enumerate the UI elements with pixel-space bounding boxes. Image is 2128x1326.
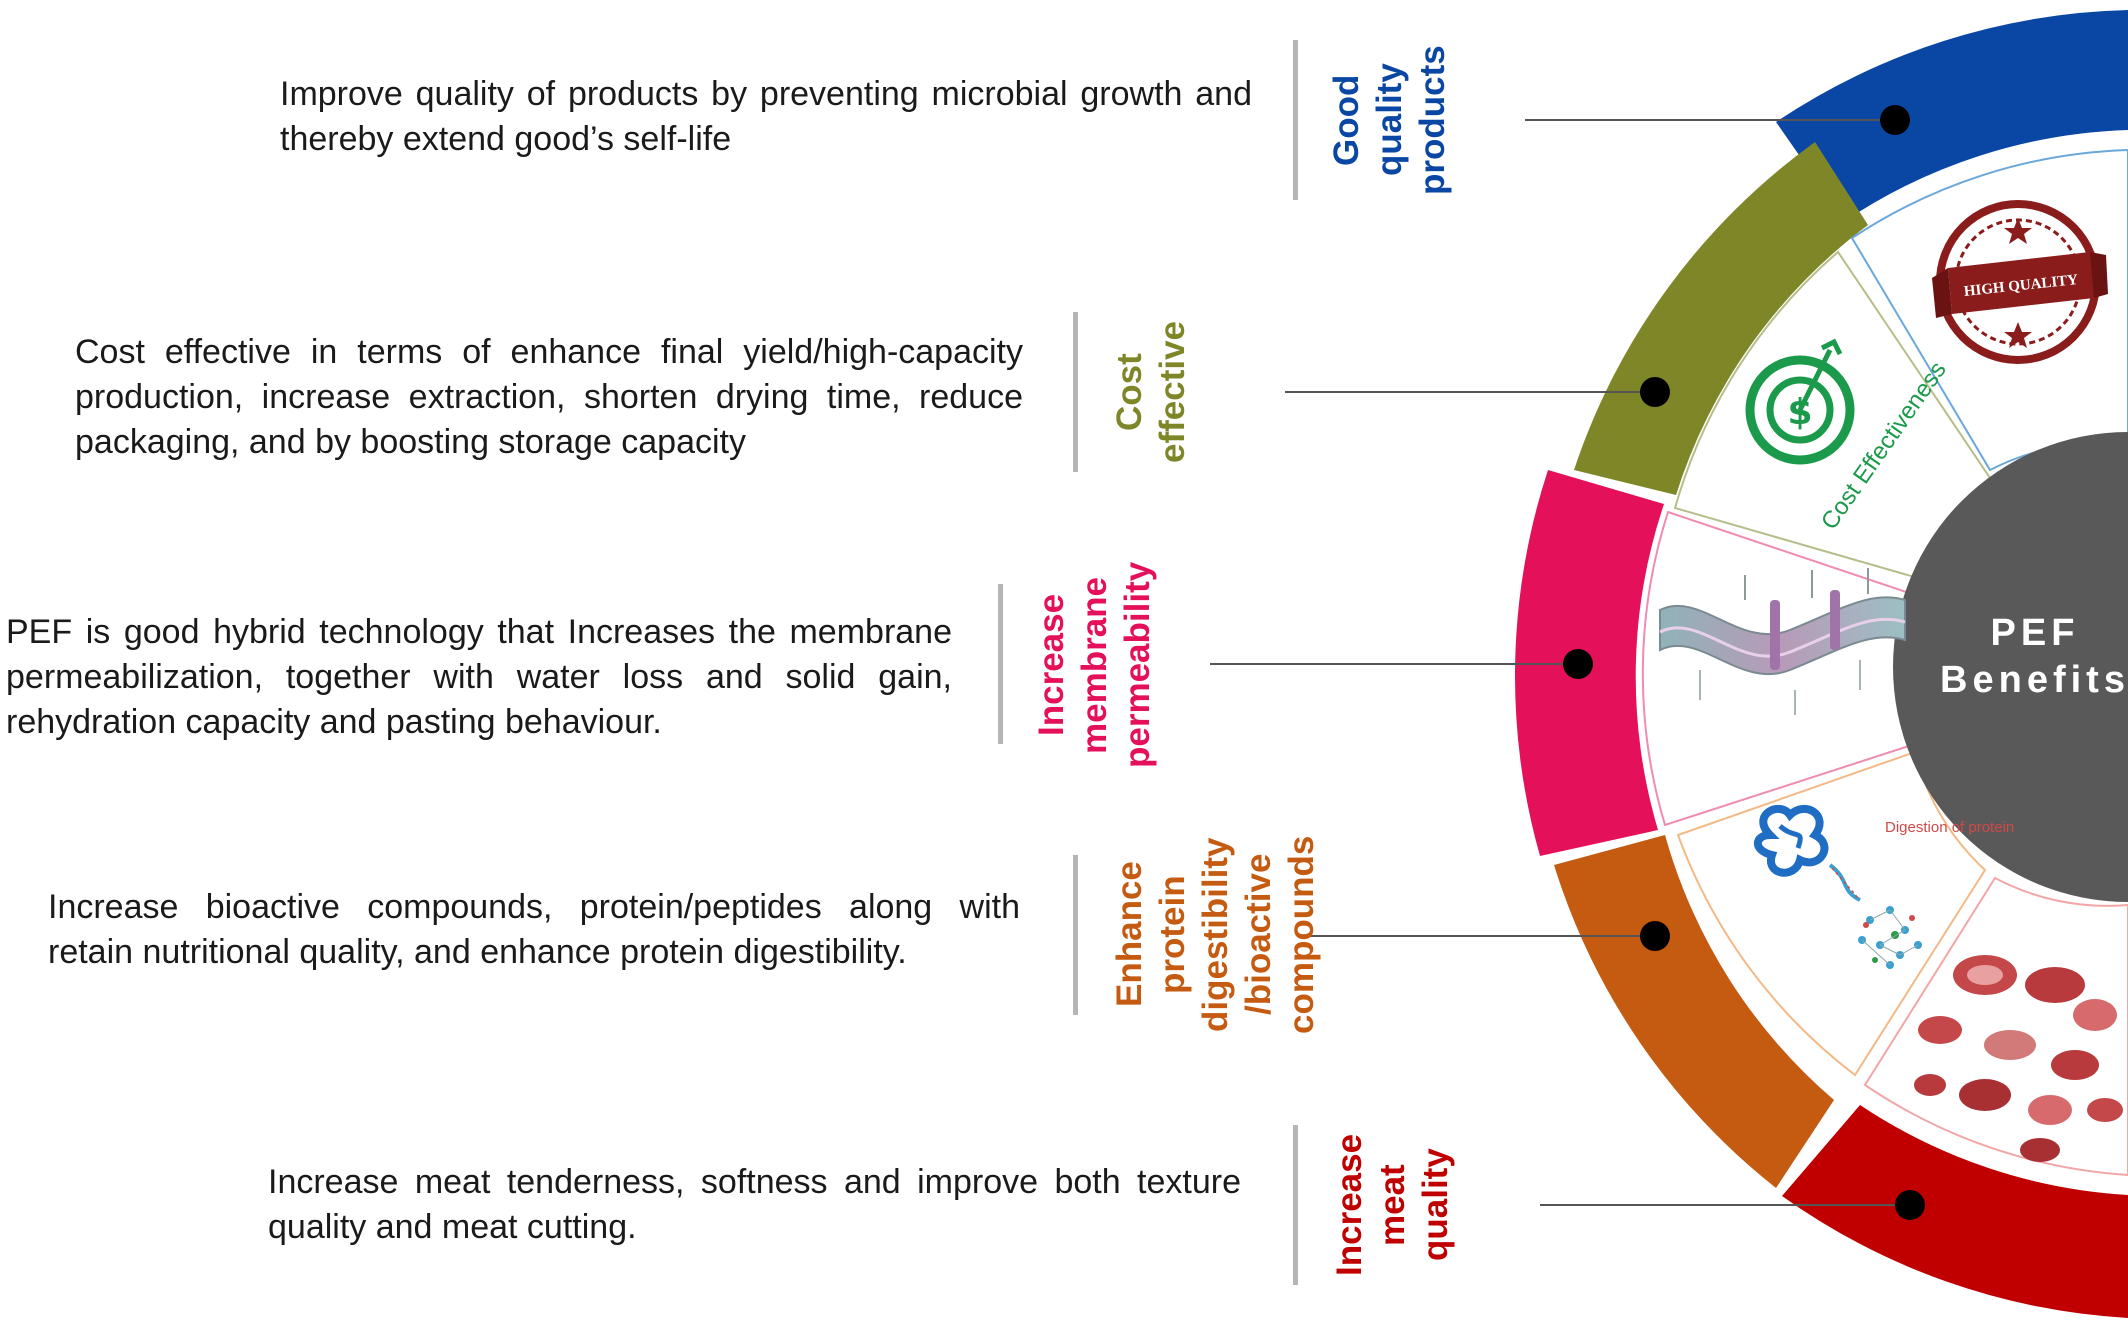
cell-membrane-icon — [1659, 568, 1906, 715]
ring-segment-protein — [1554, 835, 1834, 1188]
divider-cost-effective — [1073, 312, 1078, 472]
connector-dots — [1563, 105, 1925, 1220]
description-cost-effective: Cost effective in terms of enhance final… — [75, 333, 1023, 461]
center-circle — [1893, 432, 2128, 902]
connector-dot — [1640, 921, 1670, 951]
title-cost-effective: Cost effective — [1110, 320, 1192, 464]
divider-membrane — [998, 584, 1003, 744]
ring-segment-good-quality — [1776, 10, 2128, 221]
svg-text:$: $ — [1787, 392, 1812, 433]
cost-target-icon: $ — [1745, 338, 1855, 465]
title-protein: Enhance protein digestibility/bioactive com… — [1110, 835, 1321, 1034]
ring-segment-meat — [1782, 1105, 2128, 1318]
description-membrane: PEF is good hybrid technology that Incre… — [6, 613, 952, 741]
description-meat: Increase meat tenderness, softness and i… — [268, 1163, 1241, 1246]
protein-digestion-icon — [1753, 805, 1922, 969]
divider-protein — [1073, 855, 1078, 1015]
connectors — [1210, 119, 1910, 1206]
title-good-quality: Good quality products — [1327, 45, 1452, 195]
connector-dot — [1895, 1190, 1925, 1220]
center-label-line-1: PEF — [1991, 612, 2080, 654]
title-meat: Increase meat quality — [1330, 1133, 1455, 1277]
connector-dot — [1880, 105, 1910, 135]
center-label-line-2: Benefits — [1940, 659, 2128, 701]
digestion-label: Digestion of protein — [1885, 819, 2014, 836]
ring-segment-cost-effective — [1574, 142, 1868, 495]
high-quality-stamp-icon — [1932, 200, 2108, 364]
sector-protein — [1676, 750, 1987, 1077]
connector-dot — [1640, 377, 1670, 407]
title-membrane: Increase membrane permeability — [1032, 561, 1157, 769]
divider-good-quality — [1293, 40, 1298, 200]
description-good-quality: Improve quality of products by preventin… — [280, 75, 1252, 158]
description-protein: Increase bioactive compounds, protein/pe… — [48, 888, 1020, 971]
divider-meat — [1293, 1125, 1298, 1285]
connector-dot — [1563, 649, 1593, 679]
meat-cuts-icon — [1914, 955, 2123, 1162]
